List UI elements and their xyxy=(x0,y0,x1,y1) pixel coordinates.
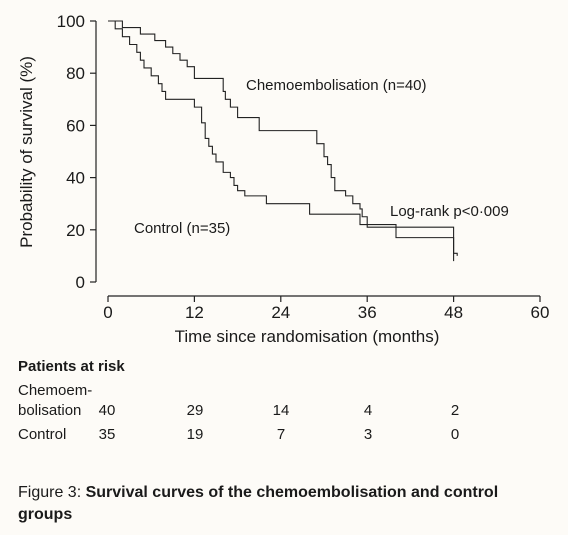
x-tick-label: 60 xyxy=(531,303,550,322)
risk-value: 0 xyxy=(450,426,460,443)
risk-value: 2 xyxy=(450,402,460,419)
y-tick-label: 0 xyxy=(76,273,85,292)
figure-caption: Figure 3: Survival curves of the chemoem… xyxy=(18,482,548,526)
risk-value: 3 xyxy=(363,426,373,443)
risk-value: 14 xyxy=(272,402,290,419)
x-axis-title: Time since randomisation (months) xyxy=(175,327,440,346)
caption-title: Survival curves of the chemoembolisation… xyxy=(18,484,499,523)
labels-group: Chemoembolisation (n=40) Control (n=35) Lo… xyxy=(134,77,509,237)
series-line-chemoembolisation xyxy=(108,20,458,256)
y-tick-label: 100 xyxy=(57,12,85,31)
risk-value: 40 xyxy=(98,402,116,419)
y-tick-label: 60 xyxy=(66,116,85,135)
series-group xyxy=(108,20,458,262)
risk-value: 35 xyxy=(98,426,116,443)
risk-row-label-chemo-line1: Chemoem- xyxy=(18,382,93,399)
series-label-chemoembolisation: Chemoembolisation (n=40) xyxy=(246,77,427,94)
risk-value: 29 xyxy=(186,402,204,419)
series-label-control: Control (n=35) xyxy=(134,220,230,237)
x-tick-label: 24 xyxy=(271,303,290,322)
risk-table-title: Patients at risk xyxy=(18,358,125,375)
y-tick-label: 40 xyxy=(66,169,85,188)
x-tick-label: 36 xyxy=(358,303,377,322)
x-tick-label: 12 xyxy=(185,303,204,322)
log-rank-annotation: Log-rank p<0·009 xyxy=(390,203,509,220)
axes: 0 20 40 60 80 100 0 12 24 36 48 60 Time since random… xyxy=(17,12,549,346)
x-tick-label: 0 xyxy=(103,303,112,322)
caption-prefix: Figure 3: xyxy=(18,484,86,501)
x-tick-label: 48 xyxy=(444,303,463,322)
y-tick-label: 20 xyxy=(66,221,85,240)
series-line-control xyxy=(108,20,455,262)
risk-row-label-control: Control xyxy=(18,426,67,443)
risk-value: 7 xyxy=(276,426,286,443)
y-axis-title: Probability of survival (%) xyxy=(17,56,36,248)
risk-row-label-chemo-line2: bolisation xyxy=(18,402,82,419)
survival-chart: 0 20 40 60 80 100 0 12 24 36 48 60 Time since random… xyxy=(17,12,549,346)
risk-value: 4 xyxy=(363,402,373,419)
y-tick-label: 80 xyxy=(66,64,85,83)
risk-value: 19 xyxy=(186,426,204,443)
